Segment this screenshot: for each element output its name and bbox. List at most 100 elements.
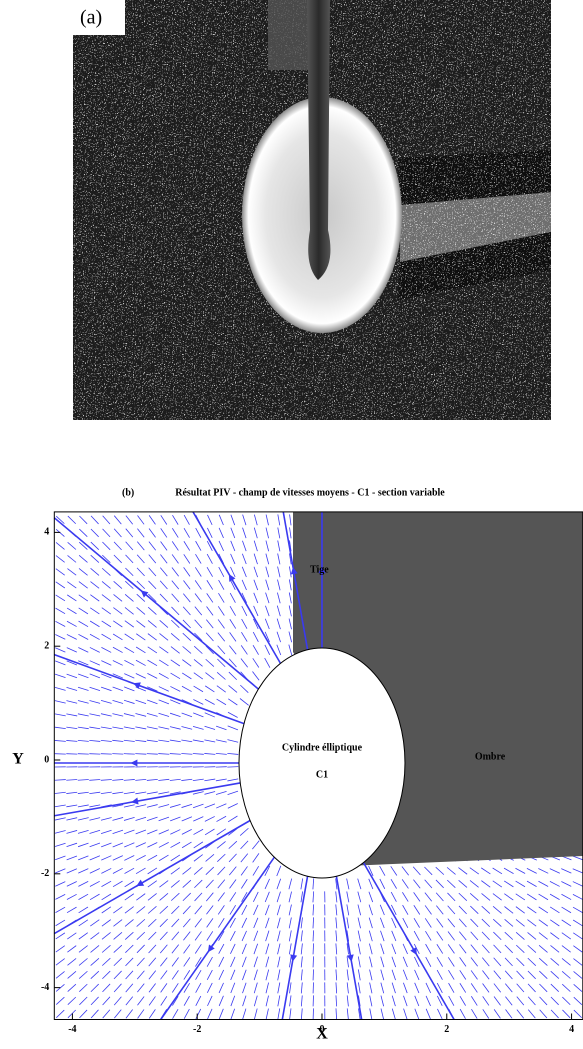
vector	[539, 920, 548, 926]
vector	[471, 958, 478, 967]
vector	[207, 957, 212, 967]
vector	[56, 933, 65, 939]
vector	[218, 646, 225, 654]
vector	[540, 1010, 547, 1018]
vector	[228, 726, 238, 730]
vector	[102, 581, 110, 588]
vector	[243, 1009, 246, 1020]
vector	[172, 932, 179, 940]
vector	[136, 843, 146, 848]
vector	[159, 687, 169, 692]
vector	[550, 920, 559, 926]
vector	[217, 854, 225, 862]
vector	[266, 957, 269, 968]
vector	[194, 842, 203, 848]
vector	[265, 879, 270, 889]
vector	[229, 646, 236, 655]
vector	[539, 945, 547, 952]
vector	[381, 957, 384, 968]
vector	[230, 892, 236, 901]
vector	[193, 804, 203, 808]
vector	[171, 660, 180, 666]
vector	[148, 932, 156, 940]
vector	[241, 645, 247, 654]
vector	[91, 971, 99, 979]
vector	[243, 983, 247, 993]
vector	[278, 567, 280, 578]
vector	[182, 660, 191, 667]
vector	[217, 829, 226, 835]
vector	[301, 956, 302, 967]
vector	[313, 917, 314, 928]
vector	[55, 805, 66, 807]
vector	[219, 1009, 223, 1019]
vector	[574, 984, 582, 991]
vector	[347, 982, 348, 993]
vector	[195, 554, 201, 563]
vector	[173, 1009, 179, 1018]
vector	[68, 516, 76, 524]
vector	[149, 984, 156, 993]
vector	[516, 932, 524, 939]
vector	[266, 528, 269, 539]
vector	[101, 661, 111, 666]
vector	[205, 726, 215, 729]
vector	[78, 714, 89, 716]
vector	[573, 856, 583, 860]
vector	[242, 918, 247, 928]
vector	[126, 997, 133, 1006]
y-tick-label: -2	[41, 868, 49, 879]
vector	[231, 541, 235, 551]
vector	[125, 868, 135, 873]
panel-label: (a)	[80, 7, 102, 29]
vector	[231, 515, 235, 525]
vector	[195, 607, 202, 616]
vector	[158, 754, 169, 755]
vector	[369, 879, 373, 889]
vector	[437, 918, 444, 927]
vector	[79, 568, 88, 575]
vector	[193, 779, 204, 780]
vector	[550, 933, 559, 940]
vector	[125, 907, 134, 914]
vector	[404, 1009, 407, 1019]
vector	[336, 982, 337, 993]
vector	[528, 971, 536, 979]
vector	[89, 818, 100, 821]
vector	[193, 740, 204, 742]
vector	[254, 996, 257, 1007]
vector	[160, 620, 168, 627]
vector	[447, 867, 455, 874]
vector	[301, 891, 303, 902]
vector	[126, 529, 133, 537]
vector	[278, 580, 281, 591]
vector	[358, 969, 360, 980]
vector	[242, 970, 246, 980]
vector	[561, 894, 571, 899]
vector	[147, 700, 157, 704]
vector	[347, 956, 348, 967]
vector	[402, 892, 408, 901]
vector	[126, 542, 133, 550]
vector	[124, 805, 135, 807]
vector	[184, 515, 189, 525]
vector	[147, 805, 158, 808]
vector	[67, 674, 77, 678]
vector	[136, 660, 146, 665]
vector	[55, 830, 66, 833]
vector	[182, 817, 192, 821]
vector	[148, 881, 157, 887]
vector	[505, 997, 512, 1006]
vector	[494, 958, 501, 966]
vector	[436, 867, 444, 874]
vector	[242, 567, 246, 577]
vector	[358, 982, 360, 993]
vector	[204, 779, 215, 781]
vector	[103, 997, 110, 1005]
vector	[114, 594, 123, 601]
vector	[277, 606, 280, 617]
annotation: Tige	[310, 564, 329, 575]
vector	[56, 1010, 64, 1018]
vector	[67, 856, 77, 860]
